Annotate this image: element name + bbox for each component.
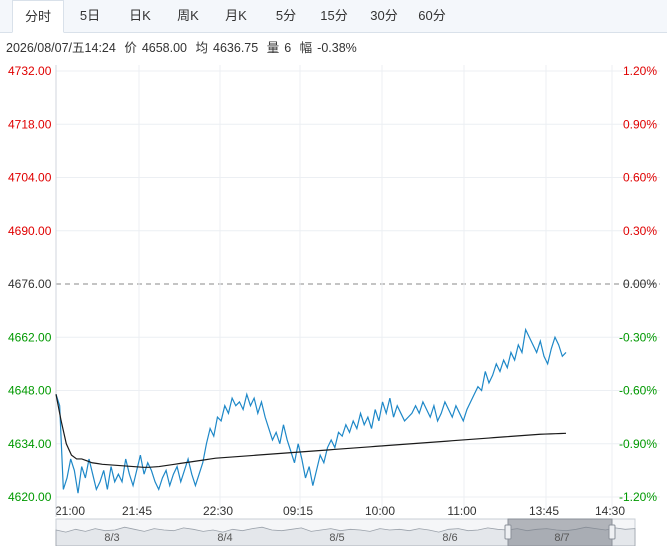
y-pct-label: 0.30% [623,224,657,238]
navigator-date-label: 8/5 [329,532,344,544]
y-tick-label: 4634.00 [8,437,52,451]
tab-8[interactable]: 30分 [370,8,398,23]
navigator-profile [55,526,636,546]
navigator-date-label: 8/7 [554,532,569,544]
change-value: -0.38% [317,41,357,55]
tab-6[interactable]: 5分 [275,8,297,23]
volume-value: 6 [284,41,292,55]
change-label: 幅 [299,41,313,55]
quote-datetime: 2026/08/07/五14:24 [6,41,116,55]
y-pct-label: -1.20% [619,490,657,504]
x-tick-label: 09:15 [283,504,313,518]
price-value: 4658.00 [141,41,188,55]
price-label: 价 [124,41,137,55]
y-pct-label: -0.60% [619,384,657,398]
x-tick-label: 11:00 [447,504,476,518]
y-pct-label: -0.90% [619,437,657,451]
y-pct-label: -0.30% [619,330,657,344]
y-tick-label: 4704.00 [8,171,52,185]
tab-3[interactable]: 日K [129,8,151,23]
volume-label: 量 [266,41,280,55]
y-tick-label: 4648.00 [8,384,52,398]
tab-1[interactable]: 分时 [12,0,64,33]
avg-value: 4636.75 [213,41,259,55]
avg-price-line [55,394,567,468]
tab-4[interactable]: 周K [177,8,199,23]
tab-5[interactable]: 月K [225,8,247,23]
avg-label: 均 [195,41,209,55]
navigator-date-label: 8/4 [217,532,232,544]
navigator-left-handle[interactable] [504,524,512,540]
y-pct-label: 0.90% [623,117,657,131]
x-tick-label: 21:45 [122,504,152,518]
x-tick-label: 10:00 [365,504,395,518]
tab-7[interactable]: 15分 [320,8,348,23]
y-tick-label: 4690.00 [8,224,52,238]
navigator-selection[interactable] [507,518,613,546]
y-tick-label: 4662.00 [8,330,52,344]
navigator-background[interactable] [55,518,636,546]
y-tick-label: 4620.00 [8,490,52,504]
period-tab-bar: 分时 5日 日K 周K 月K 5分 15分 30分 60分 [0,0,667,33]
x-tick-label: 21:00 [55,504,85,518]
navigator-date-label: 8/3 [104,532,119,544]
x-tick-label: 13:45 [529,504,559,518]
y-tick-label: 4732.00 [8,64,52,78]
y-pct-label: 1.20% [623,64,657,78]
y-pct-label: 0.60% [623,171,657,185]
tab-2[interactable]: 5日 [79,8,101,23]
price-line [55,327,567,494]
y-tick-label: 4718.00 [8,117,52,131]
navigator-date-label: 8/6 [442,532,457,544]
y-tick-label: 4676.00 [8,277,52,291]
tab-9[interactable]: 60分 [418,8,446,23]
x-tick-label: 22:30 [203,504,233,518]
navigator-right-handle[interactable] [608,524,616,540]
y-pct-label: 0.00% [623,277,657,291]
x-tick-label: 14:30 [595,504,625,518]
